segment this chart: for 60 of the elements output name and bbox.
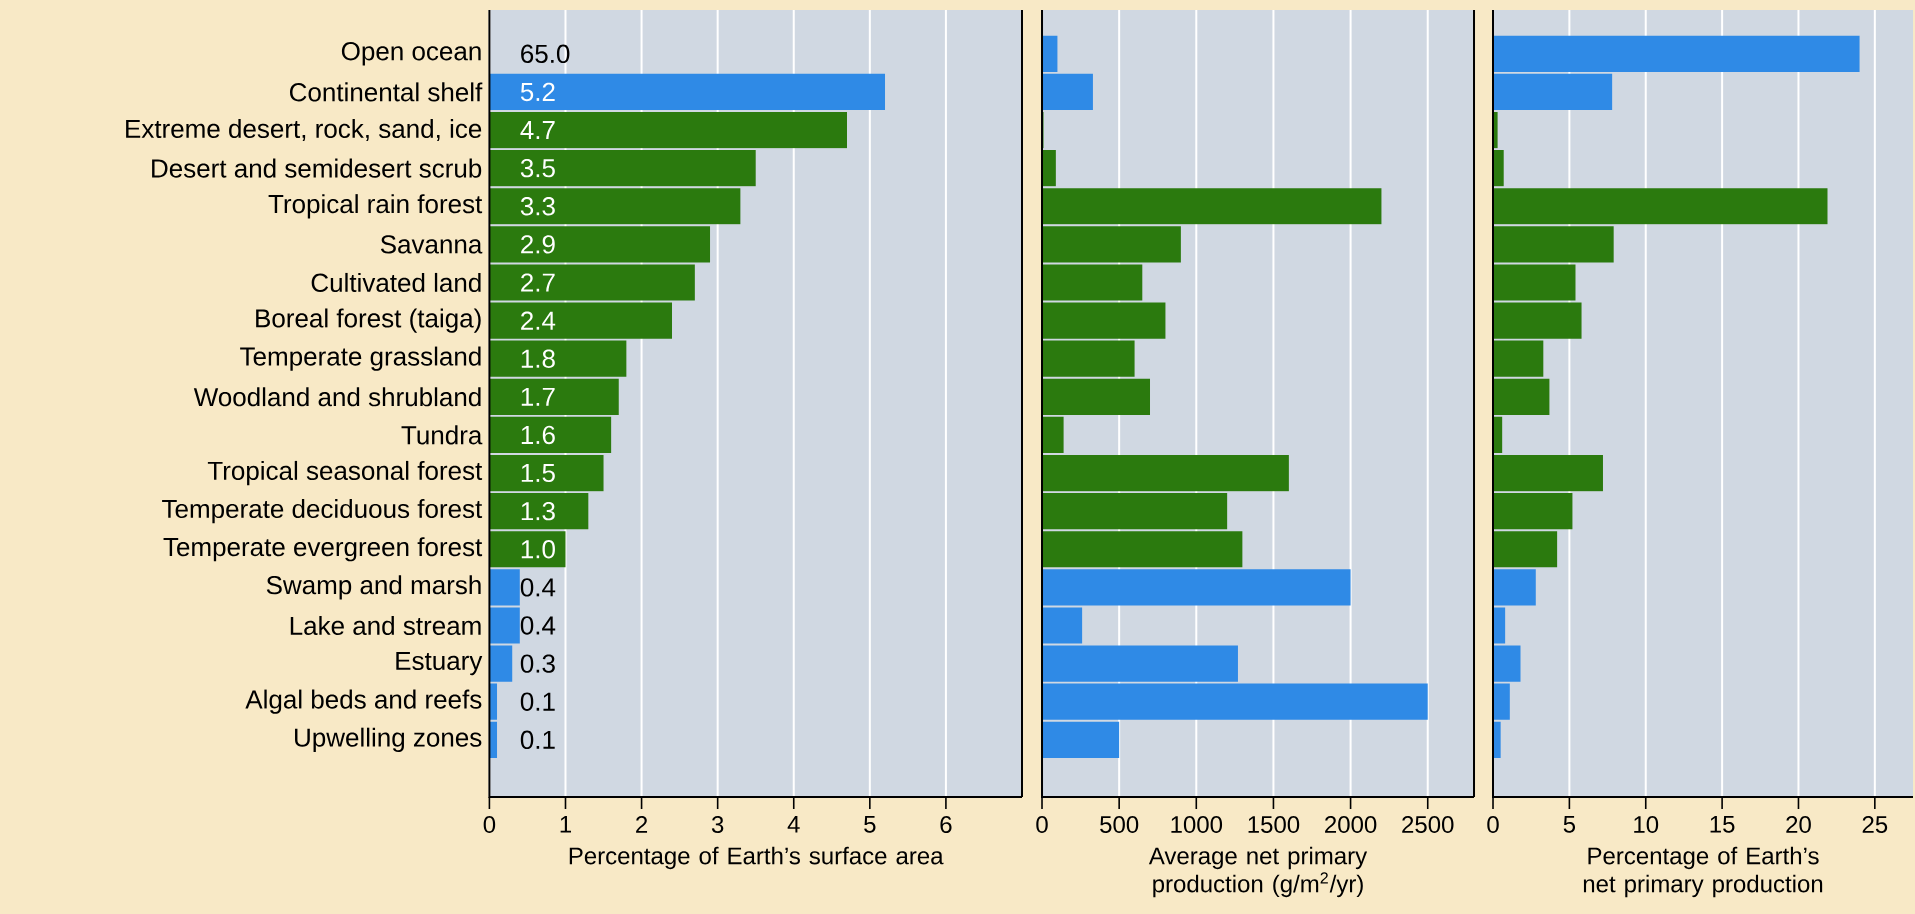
x-tick-label: 15 xyxy=(1710,816,1735,833)
x-axis-title: Percentage of Earth’s surface area xyxy=(569,846,944,870)
data-label: 1.3 xyxy=(521,501,555,521)
y-tick-label: Upwelling zones xyxy=(295,727,482,752)
y-tick-label: Tundra xyxy=(401,425,483,445)
y-tick-label: Extreme desert, rock, sand, ice xyxy=(126,118,482,142)
y-tick-label: Tropical seasonal forest xyxy=(207,460,483,486)
text: 65.0 xyxy=(521,44,570,64)
y-tick-label: Open ocean xyxy=(341,42,481,66)
x-tick-label: 6 xyxy=(940,816,952,834)
data-label: 5.2 xyxy=(520,82,555,102)
x-tick-label: 1000 xyxy=(1171,816,1223,834)
data-label: 0.3 xyxy=(520,654,555,673)
y-tick-label: Temperate grassland xyxy=(240,346,481,371)
data-label: 0.1 xyxy=(520,730,555,750)
y-tick-label: Desert and semidesert scrub xyxy=(152,158,482,178)
x-tick-label: 5 xyxy=(864,816,876,833)
data-label: 0.1 xyxy=(520,692,555,711)
x-tick-label: 0 xyxy=(483,816,496,834)
x-tick-label: 3 xyxy=(711,816,724,834)
data-label: 2.4 xyxy=(521,311,556,330)
x-tick-label: 1 xyxy=(560,816,571,833)
y-tick-label: Savanna xyxy=(380,235,483,254)
y-tick-label: Cultivated land xyxy=(311,272,481,293)
y-tick-label: Lake and stream xyxy=(290,615,481,636)
x-tick-label: 0 xyxy=(1036,816,1048,834)
y-tick-label: Estuary xyxy=(396,651,483,676)
x-tick-label: 4 xyxy=(787,816,800,833)
data-label: 1.7 xyxy=(521,387,555,406)
data-label: 1.0 xyxy=(521,540,555,559)
y-tick-label: Swamp and marsh xyxy=(266,575,481,600)
y-tick-label: Continental shelf xyxy=(289,82,483,102)
x-tick-label: 1500 xyxy=(1248,816,1300,834)
x-axis-title: Average net primary production (g/m$^{2}$/yr) xyxy=(1148,846,1368,898)
data-label: 0.4 xyxy=(520,616,556,635)
data-label: 0.4 xyxy=(520,578,556,597)
y-tick-label: Temperate deciduous forest xyxy=(162,499,483,524)
data-label: 1.6 xyxy=(521,425,555,445)
x-axis-title: Percentage of Earth’s net primary production xyxy=(1583,846,1823,898)
x-tick-label: 20 xyxy=(1786,816,1811,834)
y-tick-label: Woodland and shrubland xyxy=(193,387,481,407)
x-tick-label: 25 xyxy=(1862,816,1888,834)
data-label: 2.9 xyxy=(521,235,555,254)
data-label: 4.7 xyxy=(520,121,555,139)
data-label: 1.5 xyxy=(521,463,555,483)
y-tick-label: Boreal forest (taiga) xyxy=(256,308,481,333)
x-tick-label: 2000 xyxy=(1325,816,1377,834)
y-tick-label: Temperate evergreen forest xyxy=(163,537,483,562)
y-tick-label: Algal beds and reefs xyxy=(245,689,482,714)
data-label: 3.5 xyxy=(520,158,555,178)
x-tick-label: 2 xyxy=(636,816,648,833)
data-label: 2.7 xyxy=(521,273,555,292)
y-tick-label: Tropical rain forest xyxy=(268,194,483,219)
x-tick-label: 500 xyxy=(1100,816,1139,834)
x-tick-label: 0 xyxy=(1487,816,1499,834)
data-label: 3.3 xyxy=(520,197,555,216)
data-label: 1.8 xyxy=(521,349,555,368)
x-tick-label: 5 xyxy=(1563,816,1576,833)
x-tick-label: 2500 xyxy=(1402,816,1454,834)
x-tick-label: 10 xyxy=(1634,816,1659,834)
